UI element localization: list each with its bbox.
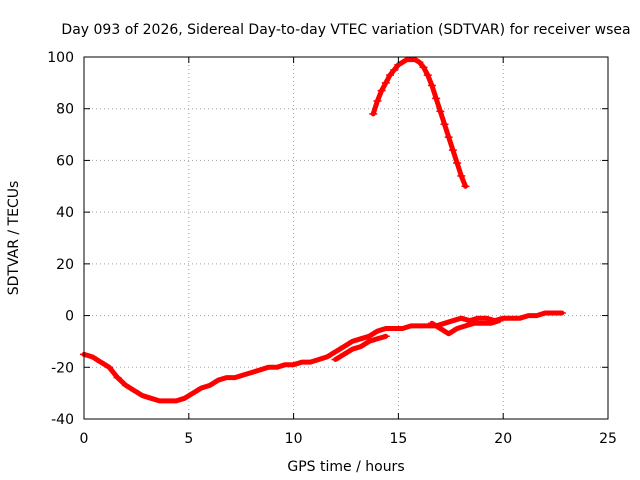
x-tick-label: 25 <box>599 431 617 447</box>
y-tick-label: 80 <box>56 102 74 118</box>
plot-frame <box>83 56 609 420</box>
data-series <box>80 57 566 404</box>
series-line-0 <box>81 310 565 404</box>
y-tick-label: 0 <box>65 309 74 325</box>
axis-ticks <box>83 56 609 420</box>
series-line-3 <box>370 57 468 189</box>
y-tick-label: 100 <box>47 50 74 66</box>
y-tick-label: 40 <box>56 205 74 221</box>
x-tick-label: 15 <box>389 431 407 447</box>
x-tick-label: 0 <box>80 431 89 447</box>
y-tick-label: -40 <box>51 412 74 428</box>
y-axis-label: SDTVAR / TECUs <box>6 181 22 296</box>
tick-labels: 0 5 10 15 20 25 -40 -20 0 20 40 60 80 100 <box>47 50 617 447</box>
x-tick-label: 5 <box>184 431 193 447</box>
y-tick-label: 20 <box>56 257 74 273</box>
y-tick-label: 60 <box>56 153 74 169</box>
x-tick-label: 20 <box>494 431 512 447</box>
y-tick-label: -20 <box>51 360 74 376</box>
grid-lines <box>84 57 608 419</box>
chart-title: Day 093 of 2026, Sidereal Day-to-day VTE… <box>61 22 630 38</box>
x-tick-label: 10 <box>285 431 303 447</box>
x-axis-label: GPS time / hours <box>287 459 404 475</box>
